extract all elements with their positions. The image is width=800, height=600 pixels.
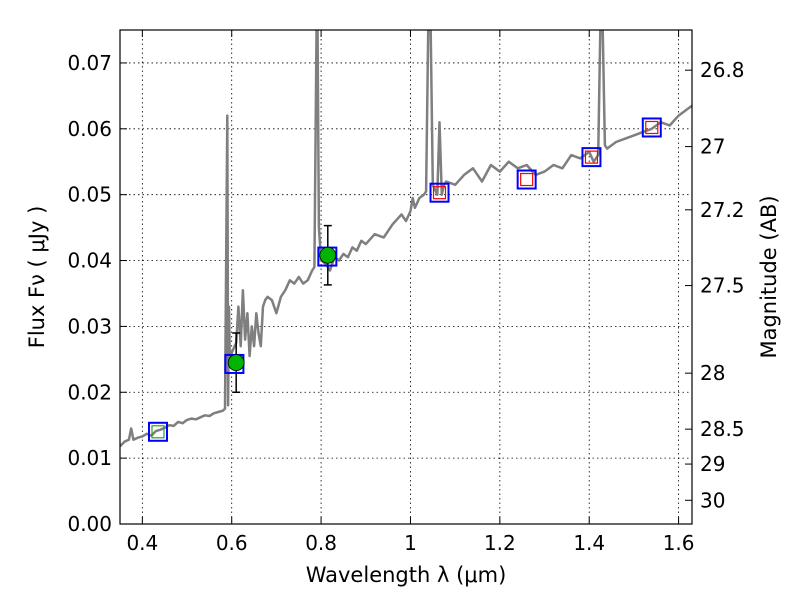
magnitude-tick-label: 26.8 <box>700 58 745 82</box>
y-tick-label: 0.02 <box>67 380 112 404</box>
filter-box-inner <box>520 172 534 187</box>
filter-box-marker <box>516 169 537 190</box>
x-tick-label: 1.4 <box>573 531 605 555</box>
series <box>120 30 692 448</box>
markers <box>147 117 662 442</box>
magnitude-tick-label: 27 <box>700 135 725 159</box>
y-tick-label: 0.06 <box>67 117 112 141</box>
magnitude-tick-label: 28.5 <box>700 417 745 441</box>
filter-box-inner <box>584 150 599 164</box>
ticks: 0.4 0.6 0.8 1 1.2 1.4 1.6 0.00 0.01 0.02 0.03 0.04 0… <box>67 30 745 555</box>
x-tick-label: 0.4 <box>126 531 158 555</box>
x-axis-title: Wavelength λ (μm) <box>306 563 507 587</box>
y-tick-label: 0.00 <box>67 512 112 536</box>
filter-box-marker <box>641 117 662 138</box>
y2-axis-title: Magnitude (AB) <box>757 195 781 358</box>
filter-box-marker <box>581 147 602 168</box>
model-spectrum-line <box>120 30 692 448</box>
magnitude-tick-label: 30 <box>700 488 725 512</box>
y-tick-label: 0.01 <box>67 446 112 470</box>
x-tick-label: 1.6 <box>663 531 695 555</box>
observed-point <box>227 354 245 372</box>
magnitude-tick-label: 27.5 <box>700 274 745 298</box>
filter-box-marker <box>147 421 168 442</box>
grid <box>120 30 692 525</box>
filter-box-inner <box>151 425 165 439</box>
filter-box-inner <box>645 120 659 135</box>
magnitude-tick-label: 29 <box>700 452 725 476</box>
y-tick-label: 0.04 <box>67 249 112 273</box>
y-tick-label: 0.03 <box>67 314 112 338</box>
y-tick-label: 0.07 <box>67 51 112 75</box>
x-tick-label: 1.2 <box>484 531 516 555</box>
magnitude-tick-label: 27.2 <box>700 198 745 222</box>
filter-box-inner <box>432 186 447 200</box>
magnitude-tick-label: 28 <box>700 361 725 385</box>
x-tick-label: 0.8 <box>305 531 337 555</box>
x-tick-label: 0.6 <box>216 531 248 555</box>
plot-frame <box>119 29 693 525</box>
y-tick-label: 0.05 <box>67 183 112 207</box>
observed-point <box>319 246 337 264</box>
x-tick-label: 1 <box>404 531 417 555</box>
y-axis-title: Flux Fν ( μJy ) <box>25 206 49 349</box>
filter-box-marker <box>429 182 450 203</box>
